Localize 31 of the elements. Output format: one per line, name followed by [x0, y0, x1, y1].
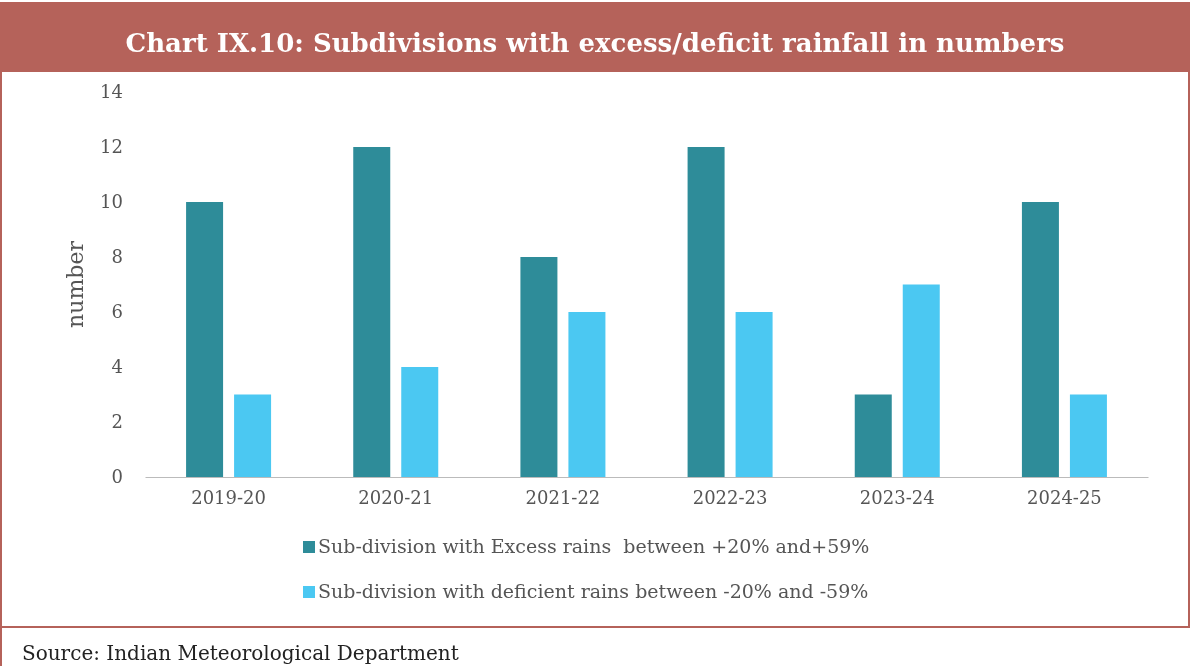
x-tick-label: 2021-22 [525, 486, 601, 508]
bar [854, 394, 892, 477]
bar [520, 257, 558, 477]
y-tick-label: 0 [111, 466, 123, 488]
y-tick-label: 10 [100, 191, 123, 213]
chart-title: Chart IX.10: Subdivisions with excess/deficit rainfall in numbers [125, 28, 1065, 58]
bar [687, 147, 725, 477]
bar [401, 367, 439, 477]
y-tick-label: 14 [100, 81, 123, 103]
bar [353, 147, 391, 477]
legend-label: Sub-division with deficient rains between -20% and -59% [318, 580, 869, 602]
y-tick-label: 2 [111, 411, 123, 433]
bar [568, 312, 606, 477]
y-tick-label: 12 [100, 136, 123, 158]
source-note: Source: Indian Meteorological Department [22, 641, 459, 665]
x-tick-label: 2020-21 [358, 486, 434, 508]
bar [1069, 394, 1107, 477]
bar [234, 394, 272, 477]
x-tick-label: 2023-24 [859, 486, 935, 508]
bar [902, 284, 940, 477]
bar [186, 202, 224, 477]
x-tick-label: 2019-20 [191, 486, 266, 508]
y-axis-title: number [63, 240, 88, 328]
y-tick-label: 4 [111, 356, 123, 378]
x-tick-label: 2024-25 [1027, 486, 1102, 508]
y-tick-label: 8 [111, 246, 123, 268]
bar [735, 312, 773, 477]
bar [1021, 202, 1059, 477]
y-tick-label: 6 [111, 301, 123, 323]
x-tick-label: 2022-23 [692, 486, 768, 508]
legend-label: Sub-division with Excess rains between +20% and+59% [318, 535, 870, 557]
